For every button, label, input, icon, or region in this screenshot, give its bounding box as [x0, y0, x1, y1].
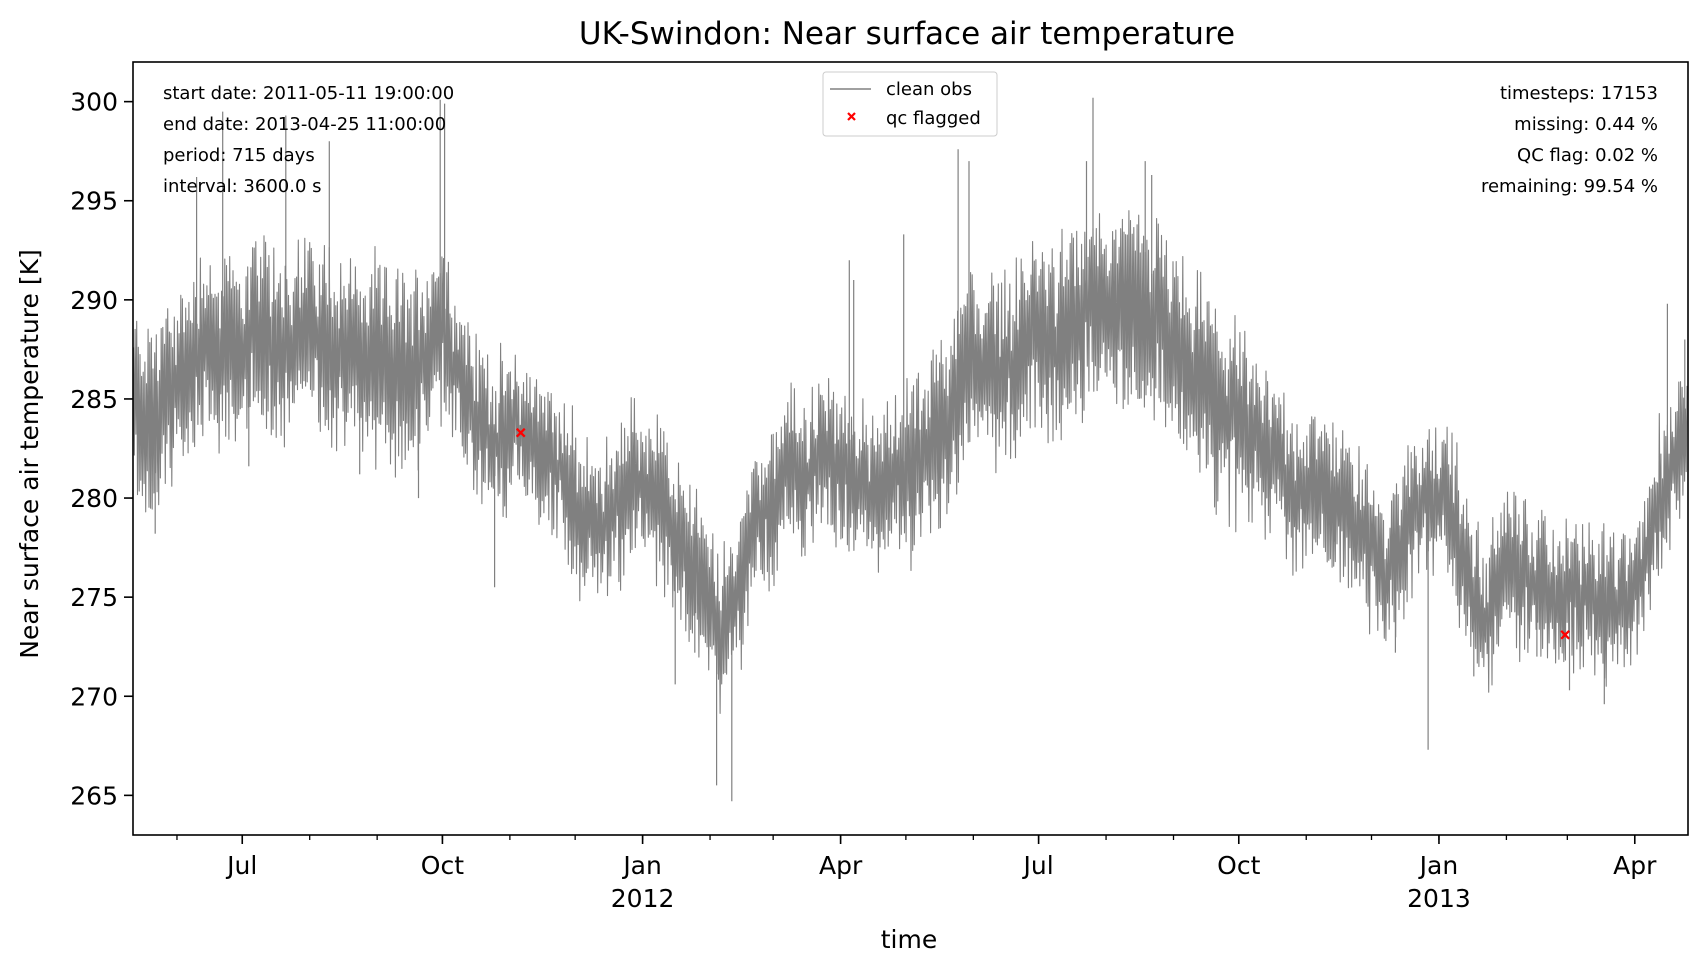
- y-tick-label: 280: [70, 484, 118, 513]
- y-tick-label: 285: [70, 385, 118, 414]
- legend: clean obs qc flagged: [822, 71, 998, 137]
- x-axis-label: time: [881, 925, 937, 954]
- legend-label-clean: clean obs: [886, 79, 972, 100]
- qc-markers-layer: [515, 427, 1570, 640]
- stats-left-line: end date: 2013-04-25 11:00:00: [163, 114, 446, 135]
- y-tick-label: 265: [70, 781, 118, 810]
- x-tick-year-label: 2012: [611, 884, 675, 913]
- data-series-layer: [132, 97, 1688, 802]
- y-tick-label: 295: [70, 187, 118, 216]
- x-axis: Jul Oct Jan 2012 Apr Jul Oct Jan 2013 Apr: [176, 835, 1657, 913]
- x-tick-label: Oct: [421, 851, 464, 880]
- stats-right-line: timesteps: 17153: [1500, 83, 1658, 104]
- legend-box: [822, 71, 998, 137]
- stats-left-line: period: 715 days: [163, 145, 315, 166]
- y-axis-label: Near surface air temperature [K]: [15, 249, 44, 658]
- stats-left: start date: 2011-05-11 19:00:00 end date:…: [163, 83, 454, 197]
- chart-title: UK-Swindon: Near surface air temperature: [579, 16, 1235, 52]
- stats-left-line: start date: 2011-05-11 19:00:00: [163, 83, 454, 104]
- stats-right: timesteps: 17153 missing: 0.44 % QC flag: …: [1481, 83, 1658, 197]
- y-tick-label: 300: [70, 88, 118, 117]
- stats-left-line: interval: 3600.0 s: [163, 176, 322, 197]
- stats-right-line: missing: 0.44 %: [1514, 114, 1658, 135]
- stats-right-line: QC flag: 0.02 %: [1517, 145, 1658, 166]
- stats-right-line: remaining: 99.54 %: [1481, 176, 1658, 197]
- x-tick-label: Apr: [819, 851, 863, 880]
- x-tick-label: Jan: [621, 851, 662, 880]
- x-tick-label: Oct: [1217, 851, 1260, 880]
- legend-label-qc: qc flagged: [886, 108, 981, 129]
- y-tick-label: 275: [70, 583, 118, 612]
- x-tick-label: Apr: [1613, 851, 1657, 880]
- y-axis: 265 270 275 280 285 290 295 300: [70, 88, 133, 810]
- plot-frame: [132, 61, 1689, 836]
- clean-obs-line: [132, 210, 1688, 714]
- y-tick-label: 270: [70, 682, 118, 711]
- x-tick-label: Jan: [1418, 851, 1459, 880]
- legend-x-marker: [847, 112, 856, 121]
- x-tick-year-label: 2013: [1407, 884, 1471, 913]
- y-tick-label: 290: [70, 286, 118, 315]
- x-tick-label: Jul: [225, 851, 257, 880]
- qc-flag-marker: [1560, 629, 1570, 640]
- x-tick-label: Jul: [1022, 851, 1054, 880]
- qc-flag-marker: [515, 427, 526, 438]
